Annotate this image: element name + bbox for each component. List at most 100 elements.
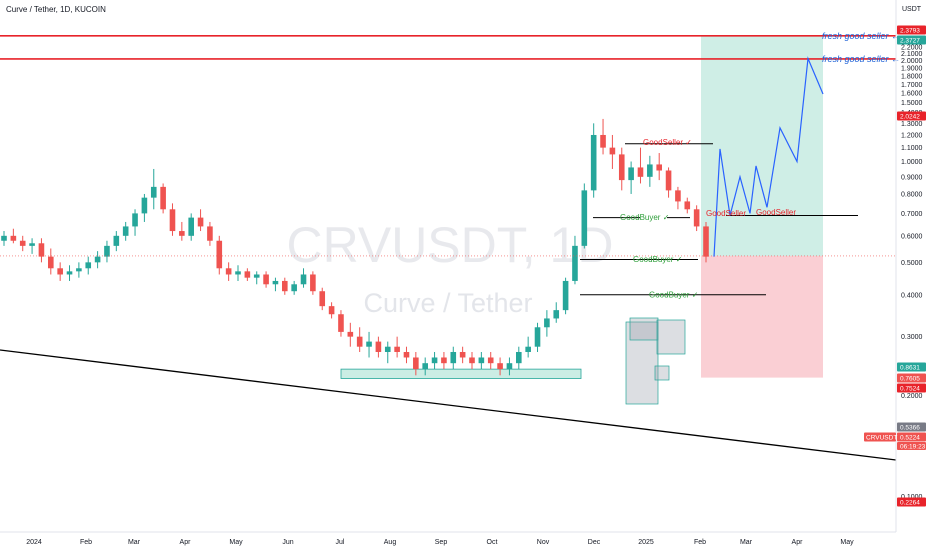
trendline <box>0 143 897 461</box>
candle-body <box>1 235 7 241</box>
resistance-label: fresh good seller ← <box>822 54 900 64</box>
y-tick-label: 0.9000 <box>901 174 923 181</box>
candle-body <box>244 271 251 278</box>
candle-body <box>684 201 691 210</box>
candle-body <box>656 164 662 171</box>
price-tag <box>897 422 926 432</box>
candle-body <box>179 231 185 236</box>
stop-zone <box>701 255 823 378</box>
watermark: CRVUSDT, 1D Curve / Tether <box>287 217 614 318</box>
candle-body <box>282 280 288 292</box>
candle-body <box>272 280 279 285</box>
candle-body <box>10 235 17 241</box>
candle-body <box>516 351 522 364</box>
y-tick-label: 1.8000 <box>901 73 923 80</box>
candle-body <box>394 346 400 352</box>
y-tick-label: 2.1000 <box>901 51 923 58</box>
range-box <box>654 365 670 381</box>
annotation-label: GoodSeller ✓ <box>643 138 692 147</box>
price-tag <box>897 432 926 442</box>
y-tick-label: 1.2000 <box>901 132 923 139</box>
candle-body <box>29 243 35 246</box>
candle-body <box>94 256 101 263</box>
range-box <box>656 319 686 355</box>
price-tag-text: 0.7605 <box>900 376 920 383</box>
candle-body <box>534 327 541 347</box>
candle-body <box>113 235 120 246</box>
candle-body <box>48 256 54 269</box>
annotation-label: GoodBuyer ✓ <box>649 290 698 299</box>
x-tick-label: Nov <box>537 539 550 546</box>
annotation-label: GoodSeller <box>706 209 746 218</box>
candle-body <box>590 134 597 191</box>
x-tick-label: 2024 <box>26 539 42 546</box>
candle-body <box>478 357 485 364</box>
x-tick-label: Oct <box>487 539 498 546</box>
y-tick-label: 0.7000 <box>901 211 923 218</box>
candle-body <box>188 217 194 236</box>
price-tag <box>897 362 926 372</box>
candle-body <box>310 274 316 292</box>
y-tick-label: 1.6000 <box>901 91 923 98</box>
x-tick-label: Jun <box>282 539 293 546</box>
candle-body <box>253 274 260 278</box>
annotation-label: GoodBuyer ✓ <box>620 213 669 222</box>
candle-body <box>637 167 644 177</box>
y-tick-label: 2.0000 <box>901 58 923 65</box>
timer-tag-text: 06:19:23 <box>900 444 926 451</box>
price-tag-text: 2.3793 <box>900 28 920 35</box>
candles <box>1 118 709 376</box>
descending-trendline <box>0 349 897 461</box>
x-axis[interactable]: 2024 Feb Mar Apr May Jun Jul Aug Sep Oct Nov Dec 202… <box>0 531 896 546</box>
candle-body <box>66 271 73 275</box>
candle-body <box>38 243 45 257</box>
consolidation-boxes <box>340 317 686 405</box>
price-tag <box>897 383 926 393</box>
candle-body <box>628 167 634 181</box>
candle-body <box>497 363 503 370</box>
price-tag <box>897 497 926 507</box>
y-tick-label: 1.0000 <box>901 159 923 166</box>
price-tag <box>897 111 926 121</box>
candle-body <box>291 284 297 292</box>
annotations: GoodSeller ✓ GoodBuyer ✓ GoodBuyer ✓ GoodBu… <box>620 138 796 299</box>
x-tick-label: Mar <box>740 539 753 546</box>
y-tick-label: 0.2000 <box>901 393 923 400</box>
y-axis[interactable]: 2.30002.20002.10002.00001.90001.80001.70… <box>895 0 923 532</box>
x-tick-label: Aug <box>384 539 397 546</box>
candle-body <box>76 268 82 272</box>
x-tick-label: Mar <box>128 539 141 546</box>
candle-body <box>160 186 166 210</box>
candle-body <box>675 190 681 202</box>
range-box <box>625 321 659 405</box>
annotation-label: GoodSeller <box>756 208 796 217</box>
candle-body <box>150 186 157 198</box>
candle-body <box>300 274 307 285</box>
candle-body <box>525 346 531 352</box>
resistance-label: fresh good seller ← <box>822 31 900 41</box>
candle-body <box>122 226 129 236</box>
candle-body <box>207 226 213 241</box>
candle-body <box>431 357 438 364</box>
candle-body <box>338 314 344 332</box>
profit-zone <box>701 35 823 256</box>
watermark-name: Curve / Tether <box>363 288 532 318</box>
x-tick-label: Dec <box>588 539 601 546</box>
resistance-levels: fresh good seller ← fresh good seller ← <box>0 31 900 64</box>
x-tick-label: Apr <box>180 539 192 546</box>
projection-line <box>713 56 824 257</box>
price-tag-text: 0.2264 <box>900 500 920 507</box>
candle-body <box>235 271 241 275</box>
price-tag-text: 2.0242 <box>900 114 920 121</box>
candle-body <box>403 351 410 358</box>
y-tick-label: 0.8000 <box>901 191 923 198</box>
candle-body <box>197 217 204 227</box>
price-tag <box>897 35 926 45</box>
y-tick-label: 0.6000 <box>901 233 923 240</box>
candle-body <box>441 357 447 364</box>
watermark-symbol: CRVUSDT, 1D <box>287 217 614 273</box>
candle-body <box>263 274 269 285</box>
candle-body <box>450 351 457 364</box>
currency-label: USDT <box>902 6 922 13</box>
